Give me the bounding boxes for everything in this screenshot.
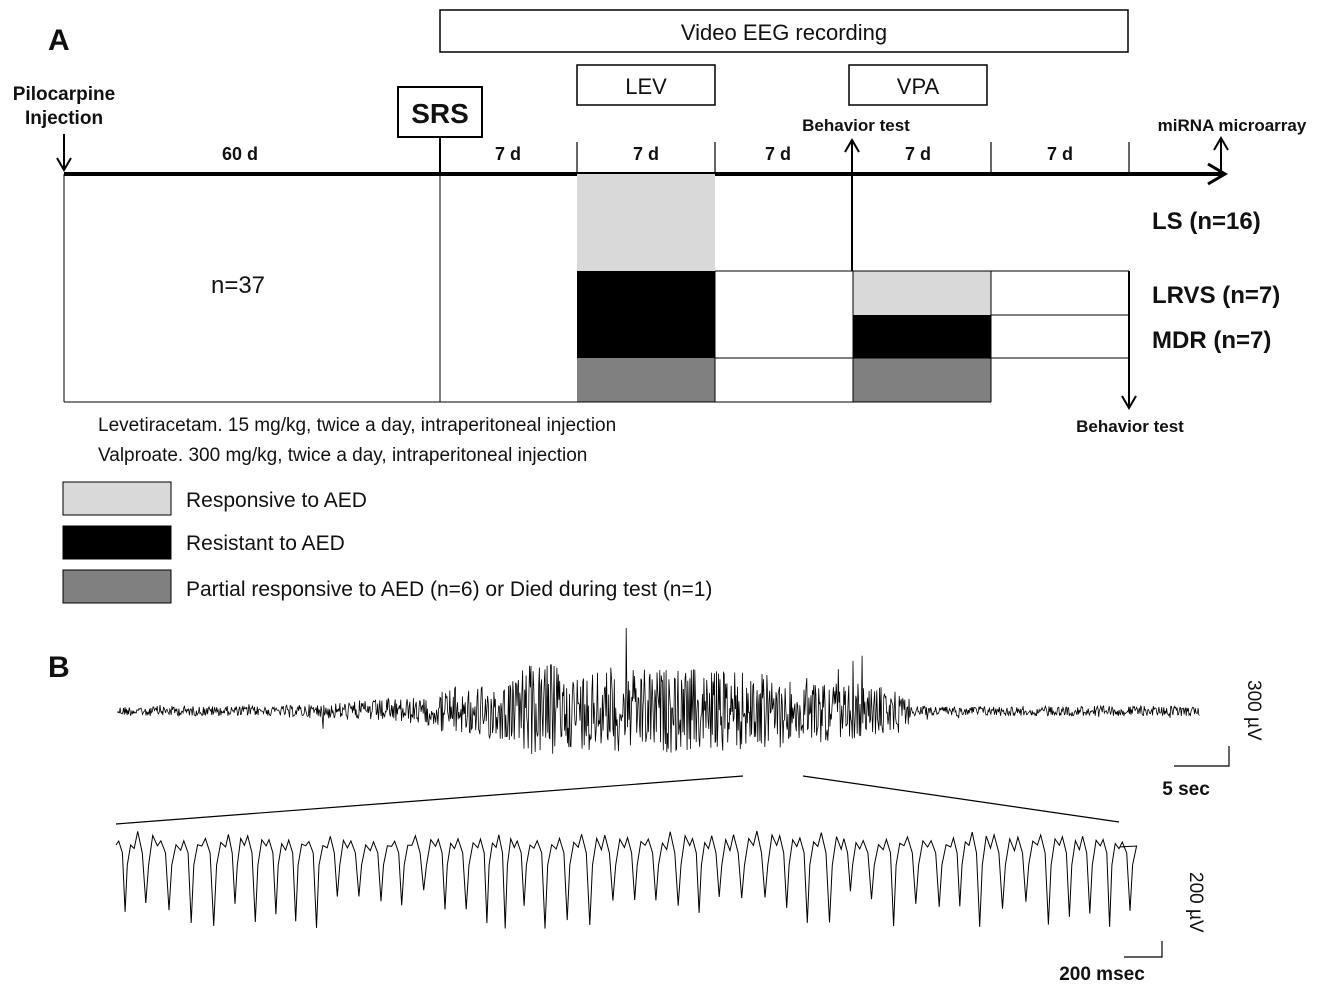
- scale-bar-top: [1174, 746, 1230, 767]
- scale-top-voltage: 300 µV: [1243, 680, 1264, 741]
- panel-b-label: B: [48, 651, 70, 684]
- ls-lev-cell: [577, 174, 715, 271]
- eeg-trace-overview: [117, 627, 1200, 755]
- resistant-lev-cell: [577, 271, 715, 358]
- vpa-box: VPA: [848, 64, 988, 106]
- behavior-test-top-arrow: [844, 138, 860, 271]
- duration-label: 7 d: [1047, 144, 1073, 164]
- zoom-lines: [115, 775, 1120, 825]
- lrvs-vpa-cell: [853, 271, 991, 315]
- duration-label: 7 d: [765, 144, 791, 164]
- group-grid: [63, 174, 1129, 403]
- scale-bottom-time: 200 msec: [1059, 964, 1145, 984]
- mirna-arrow: [1213, 136, 1229, 174]
- scale-top-time: 5 sec: [1162, 779, 1210, 800]
- pilocarpine-arrow: [56, 134, 72, 172]
- timeline-ticks: [576, 142, 1130, 174]
- drug-note-valproate: Valproate. 300 mg/kg, twice a day, intra…: [98, 445, 587, 466]
- duration-label: 60 d: [222, 144, 258, 164]
- vpa-label: VPA: [897, 74, 940, 99]
- behavior-test-top-label: Behavior test: [802, 116, 910, 135]
- duration-label: 7 d: [633, 144, 659, 164]
- group-mdr-label: MDR (n=7): [1152, 327, 1271, 354]
- scale-bottom-voltage: 200 µV: [1185, 872, 1206, 933]
- legend-swatch-responsive: [62, 481, 172, 516]
- scale-bar-bottom: [1124, 941, 1163, 958]
- lev-box: LEV: [576, 64, 716, 106]
- video-eeg-label: Video EEG recording: [681, 20, 887, 45]
- legend: Responsive to AED Resistant to AED Parti…: [62, 481, 712, 604]
- pilocarpine-label-line1: Pilocarpine: [13, 84, 115, 105]
- partial-lev-cell: [577, 358, 715, 402]
- lev-label: LEV: [625, 74, 667, 99]
- video-eeg-box: Video EEG recording: [439, 9, 1129, 53]
- group-ls-label: LS (n=16): [1152, 208, 1261, 235]
- legend-swatch-resistant: [62, 525, 172, 560]
- n-total-label: n=37: [211, 272, 265, 299]
- panel-a-label: A: [48, 24, 70, 57]
- drug-note-levetiracetam: Levetiracetam. 15 mg/kg, twice a day, in…: [98, 415, 616, 436]
- group-lrvs-label: LRVS (n=7): [1152, 282, 1280, 309]
- srs-label: SRS: [411, 98, 469, 129]
- duration-label: 7 d: [495, 144, 521, 164]
- behavior-test-bottom-label: Behavior test: [1076, 417, 1184, 436]
- pilocarpine-label-line2: Injection: [25, 108, 103, 129]
- legend-label-responsive: Responsive to AED: [186, 489, 367, 512]
- eeg-trace-expanded: [115, 830, 1138, 929]
- legend-label-resistant: Resistant to AED: [186, 532, 345, 555]
- legend-label-partial: Partial responsive to AED (n=6) or Died …: [186, 578, 712, 601]
- legend-swatch-partial: [62, 569, 172, 604]
- mdr-vpa-cell: [853, 315, 991, 358]
- behavior-test-bottom-arrow: [1121, 271, 1137, 410]
- mirna-label: miRNA microarray: [1158, 116, 1307, 135]
- partial-vpa-cell: [853, 358, 991, 402]
- duration-label: 7 d: [905, 144, 931, 164]
- srs-box: SRS: [397, 86, 483, 138]
